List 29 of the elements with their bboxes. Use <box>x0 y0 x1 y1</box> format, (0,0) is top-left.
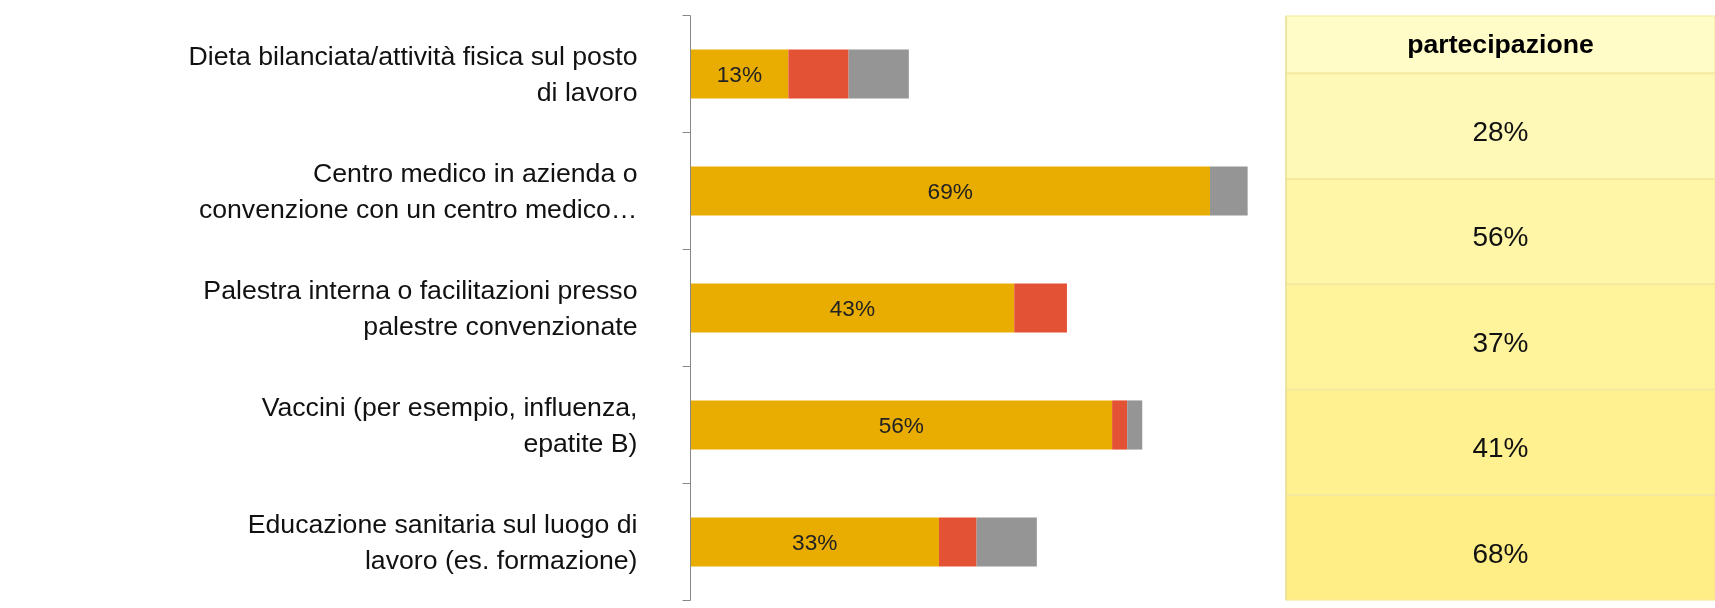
bar <box>1014 283 1067 333</box>
data-label: 33% <box>792 529 838 555</box>
y-tick-label: Centro medico in azienda o convenzione con un centro medico… <box>198 158 638 224</box>
y-tick-label: Dieta bilanciata/attività fisica sul posto di lavoro <box>188 41 638 107</box>
y-tick-label: Educazione sanitaria sul luogo di lavoro (es. formazione) <box>247 509 638 575</box>
bar <box>1210 166 1248 216</box>
bar <box>1112 400 1128 450</box>
bar <box>690 400 1113 450</box>
data-label: 69% <box>927 178 973 204</box>
bar <box>938 517 977 567</box>
bar <box>1127 400 1143 450</box>
text: 37% <box>1472 326 1529 358</box>
bar <box>788 49 849 99</box>
bar <box>976 517 1037 567</box>
y-tick-label: Palestra interna o facilitazioni presso palestre convenzionate <box>203 275 638 341</box>
bar <box>848 49 909 99</box>
bar <box>690 283 1015 333</box>
text: partecipazione <box>1407 28 1594 59</box>
bar <box>690 166 1210 216</box>
text: 41% <box>1472 432 1529 464</box>
data-label: 43% <box>829 295 876 321</box>
y-tick-label: Vaccini (per esempio, influenza, epatite B) <box>261 392 638 458</box>
data-label: 56% <box>878 412 924 438</box>
bar <box>690 49 789 99</box>
text: 68% <box>1472 537 1529 569</box>
text: 56% <box>1472 221 1529 253</box>
data-label: 13% <box>716 61 763 87</box>
text: 28% <box>1472 115 1529 147</box>
bar <box>690 517 939 567</box>
